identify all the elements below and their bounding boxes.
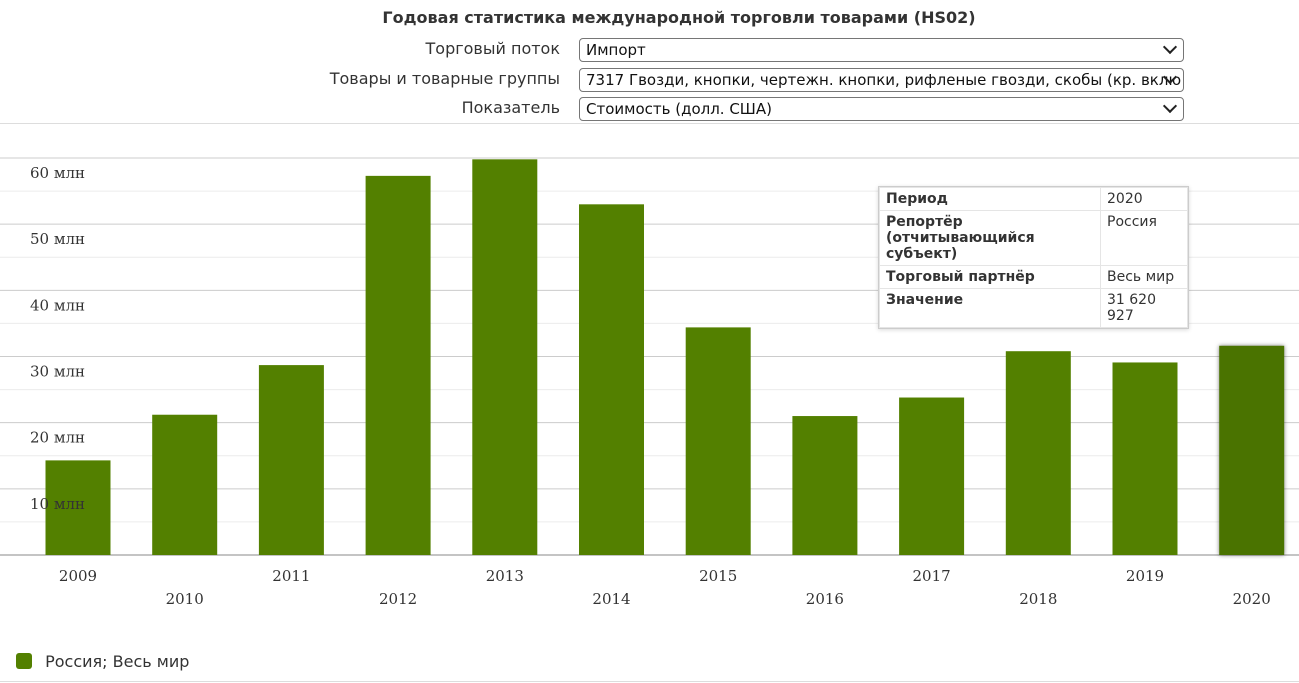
y-tick-label: 30 млн (30, 363, 85, 381)
x-tick-label: 2018 (1019, 590, 1057, 608)
indicator-select[interactable]: Стоимость (долл. США) (579, 97, 1184, 121)
tooltip-value: Весь мир (1100, 265, 1188, 289)
trade-flow-select[interactable]: Импорт (579, 38, 1184, 62)
x-tick-label: 2014 (592, 590, 630, 608)
tooltip-value: Россия (1100, 210, 1188, 266)
x-tick-label: 2013 (486, 567, 524, 585)
tooltip-row: Торговый партнёр Весь мир (879, 265, 1188, 289)
y-tick-label: 50 млн (30, 230, 85, 248)
bar (899, 397, 965, 555)
indicator-value: Стоимость (долл. США) (586, 100, 772, 118)
x-tick-label: 2010 (166, 590, 204, 608)
bar (685, 327, 751, 555)
y-tick-label: 20 млн (30, 429, 85, 447)
bar (472, 159, 538, 555)
commodity-label: Товары и товарные группы (329, 69, 560, 88)
bar (365, 175, 431, 556)
tooltip-key: Значение (879, 288, 1101, 328)
chart-legend[interactable]: Россия; Весь мир (16, 652, 189, 671)
trade-flow-label: Торговый поток (425, 39, 560, 58)
indicator-label: Показатель (461, 98, 560, 117)
x-tick-label: 2012 (379, 590, 417, 608)
tooltip-row: Репортёр (отчитывающийся субъект) Россия (879, 210, 1188, 266)
bar (1005, 351, 1071, 555)
commodity-value: 7317 Гвозди, кнопки, чертежн. кнопки, ри… (586, 71, 1182, 89)
trade-flow-value: Импорт (586, 41, 646, 59)
bar (1219, 345, 1285, 555)
legend-swatch (16, 653, 32, 669)
tooltip-value: 31 620 927 (1100, 288, 1188, 328)
y-tick-label: 40 млн (30, 296, 85, 314)
x-tick-label: 2011 (272, 567, 310, 585)
tooltip-key: Торговый партнёр (879, 265, 1101, 289)
bar (792, 416, 858, 555)
commodity-select[interactable]: 7317 Гвозди, кнопки, чертежн. кнопки, ри… (579, 68, 1184, 92)
x-tick-label: 2020 (1233, 590, 1271, 608)
bar (579, 204, 644, 556)
bars (45, 159, 1285, 556)
x-tick-label: 2009 (59, 567, 97, 585)
tooltip-value: 2020 (1100, 187, 1188, 211)
header-divider (0, 123, 1299, 124)
y-tick-label: 60 млн (30, 164, 85, 182)
legend-label: Россия; Весь мир (45, 652, 190, 671)
x-tick-label: 2017 (913, 567, 951, 585)
tooltip-row: Значение 31 620 927 (879, 288, 1188, 328)
axis-labels: 2009 2010 2011 2012 2013 2014 2015 2016 2017 2018… (30, 164, 1271, 608)
bar (1112, 362, 1178, 555)
x-tick-label: 2015 (699, 567, 737, 585)
page-title: Годовая статистика международной торговл… (382, 8, 976, 27)
x-tick-label: 2019 (1126, 567, 1164, 585)
x-tick-label: 2016 (806, 590, 844, 608)
bar (152, 414, 218, 555)
data-tooltip: Период 2020 Репортёр (отчитывающийся суб… (878, 186, 1189, 329)
tooltip-key: Репортёр (отчитывающийся субъект) (879, 210, 1101, 266)
tooltip-row: Период 2020 (879, 187, 1188, 211)
bar (258, 365, 324, 555)
y-tick-label: 10 млн (30, 495, 85, 513)
tooltip-key: Период (879, 187, 1101, 211)
bar (45, 460, 111, 555)
bar-chart: 2009 2010 2011 2012 2013 2014 2015 2016 2017 2018… (0, 157, 1299, 608)
footer-divider (0, 681, 1299, 682)
